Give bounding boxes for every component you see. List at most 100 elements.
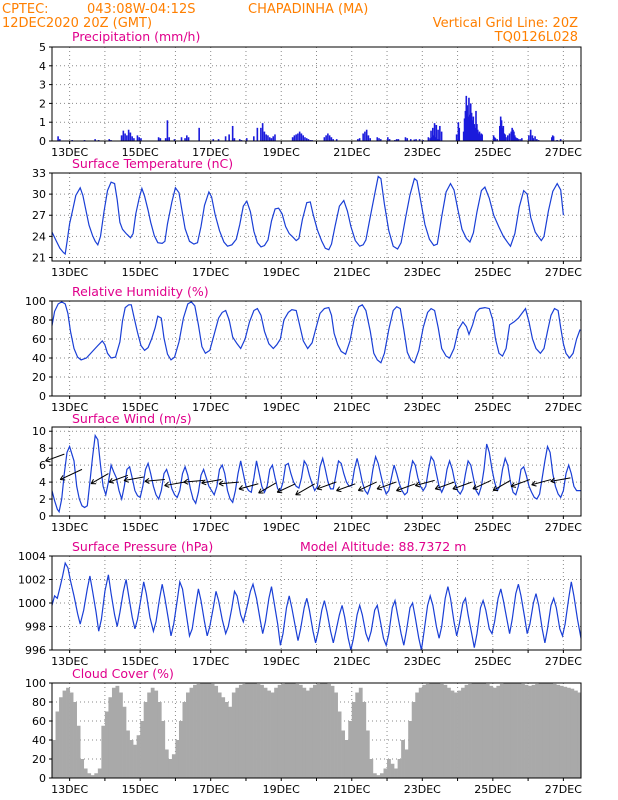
precip-bar <box>133 138 135 141</box>
wind-vector <box>396 483 416 492</box>
y-tick-label: 100 <box>25 677 46 690</box>
precip-bar <box>429 138 431 141</box>
precip-bar <box>328 135 331 141</box>
precip-bar <box>305 138 308 141</box>
precip-bar <box>432 135 435 141</box>
precip-bar <box>173 139 176 141</box>
precip-bar <box>515 138 518 141</box>
cloud-bar <box>383 768 388 778</box>
precip-bar <box>457 122 460 141</box>
wind-vector <box>510 479 531 487</box>
precip-bar <box>472 116 475 141</box>
cloud-bar <box>217 692 222 778</box>
y-tick-label: 40 <box>32 352 46 365</box>
wind-vector <box>123 476 144 481</box>
cloud-bar <box>408 721 413 778</box>
wind-arrowhead <box>123 476 129 481</box>
cloud-bar <box>327 683 331 778</box>
precip-bar <box>272 136 275 141</box>
x-tick-label: 21DEC <box>333 521 370 534</box>
cloud-bar <box>372 773 377 778</box>
cloud-bar <box>559 685 564 778</box>
wind-arrowhead <box>452 488 458 491</box>
wind-arrowhead <box>550 480 556 484</box>
wind-vector <box>90 473 109 485</box>
wind-arrowhead <box>376 484 381 490</box>
precip-bar <box>136 135 139 141</box>
cloud-bar <box>242 683 247 778</box>
cloud-bar <box>334 692 338 778</box>
cloud-bar <box>510 683 515 778</box>
precip-bar <box>186 135 188 141</box>
cloud-bar <box>62 690 67 778</box>
precip-bar <box>467 116 469 141</box>
panel-title-temperature: Surface Temperature (nC) <box>72 156 233 171</box>
cloud-bar <box>59 697 63 778</box>
cloud-bar <box>122 706 127 778</box>
precip-bar <box>126 135 128 141</box>
precip-bar <box>551 135 554 141</box>
cloud-bar <box>97 768 102 778</box>
cloud-bar <box>210 683 215 778</box>
cloud-bar <box>429 683 434 778</box>
wind-vector <box>376 481 397 490</box>
x-tick-label: 23DEC <box>404 146 441 159</box>
cloud-bar <box>245 683 250 778</box>
cloud-bar <box>475 683 480 778</box>
cloud-bar <box>549 683 554 778</box>
cloud-bar <box>513 683 518 778</box>
wind-arrowhead <box>238 485 243 490</box>
precip-bar <box>479 135 482 141</box>
panel-title-wind: Surface Wind (m/s) <box>72 411 192 426</box>
wind-arrowhead <box>144 480 150 484</box>
cloud-bar <box>499 683 504 778</box>
cloud-bar <box>524 684 529 778</box>
cloud-bar <box>401 740 405 778</box>
precip-bar <box>513 135 516 141</box>
y-tick-label: 0 <box>39 390 46 403</box>
precip-bar <box>187 137 190 141</box>
x-tick-label: 19DEC <box>263 401 300 414</box>
header-coords: 043:08W-04:12S <box>87 2 195 17</box>
wind-arrowhead <box>295 490 299 496</box>
precip-bar <box>532 138 535 141</box>
cloud-bar <box>228 706 233 778</box>
precip-bar <box>120 135 123 141</box>
cloud-bar <box>461 687 465 778</box>
precip-bar <box>406 138 409 141</box>
cloud-bar <box>446 687 451 778</box>
wind-arrowhead <box>317 488 323 491</box>
wind-vector <box>492 479 511 491</box>
cloud-bar <box>203 683 208 778</box>
precip-bar <box>323 137 326 141</box>
x-tick-label: 27DEC <box>545 655 582 668</box>
x-tick-label: 25DEC <box>474 266 511 279</box>
precip-bar <box>500 120 503 141</box>
cloud-bar <box>73 702 77 778</box>
precip-bar <box>435 125 438 141</box>
cloud-bar <box>295 683 300 778</box>
y-tick-label: 5 <box>39 41 46 54</box>
cloud-bar <box>573 690 578 778</box>
y-tick-label: 24 <box>32 230 46 243</box>
precip-bar <box>404 137 407 141</box>
cloud-bar <box>344 740 349 778</box>
cloud-bar <box>52 740 56 778</box>
precip-bar <box>519 139 521 141</box>
precip-bar <box>365 129 368 141</box>
cloud-bar <box>362 702 367 778</box>
x-tick-label: 23DEC <box>404 266 441 279</box>
cloud-bar <box>341 730 346 778</box>
precip-bar <box>217 139 220 141</box>
wind-arrowhead <box>201 479 206 484</box>
y-tick-label: 33 <box>32 167 46 180</box>
wind-vector <box>108 474 128 483</box>
wind-arrowhead <box>492 485 497 491</box>
wind-arrowhead <box>414 481 420 486</box>
wind-arrowhead <box>201 482 207 486</box>
cloud-bar <box>517 683 522 778</box>
cloud-bar <box>161 721 166 778</box>
precip-bar <box>184 138 186 141</box>
wind-arrowhead <box>357 486 362 491</box>
precip-bar <box>228 134 230 141</box>
